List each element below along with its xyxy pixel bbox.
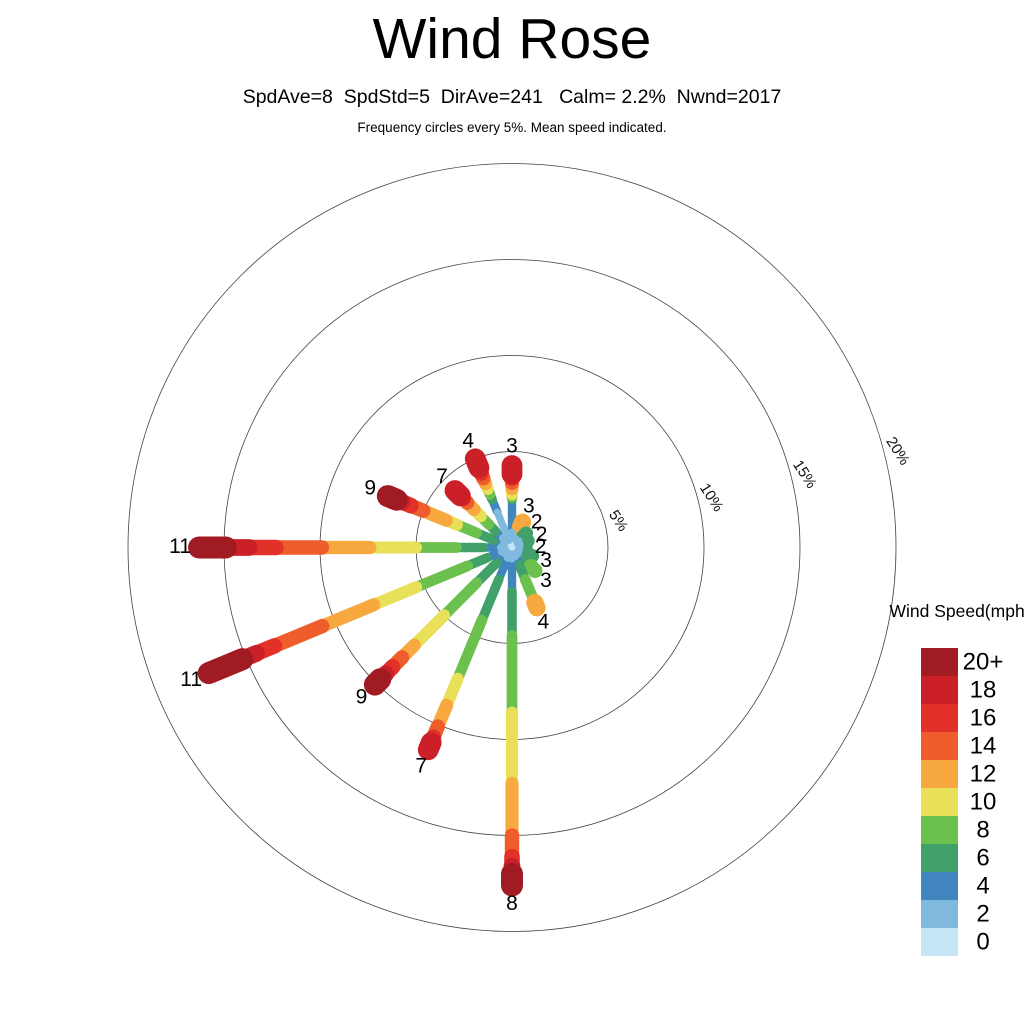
spoke-segment-speed-10	[367, 581, 423, 611]
legend-label-0: 0	[976, 929, 989, 956]
ring-label-5%: 5%	[605, 507, 631, 534]
mean-speed-label-NNW: 4	[462, 429, 474, 452]
legend-label-10: 10	[970, 789, 997, 816]
legend-label-12: 12	[970, 761, 997, 788]
legend-swatch-18	[921, 676, 958, 704]
legend-label-16: 16	[970, 705, 997, 732]
spoke-SSW	[417, 544, 515, 761]
mean-speed-label-SSW: 7	[415, 754, 427, 777]
mean-speed-label-N: 3	[506, 435, 518, 458]
mean-speed-label-S: 8	[506, 892, 518, 915]
spoke-segment-speed-18	[464, 448, 490, 479]
mean-speed-label-NW: 7	[436, 465, 448, 488]
spoke-segment-speed-14	[267, 618, 330, 654]
frequency-ring-20%	[127, 163, 897, 932]
mean-speed-label-SSE: 4	[537, 611, 549, 634]
mean-speed-label-SE: 3	[540, 569, 552, 592]
legend-swatch-2	[921, 900, 958, 928]
legend-swatch-12	[921, 760, 958, 788]
legend-swatch-4	[921, 872, 958, 900]
legend-swatch-20+	[921, 648, 958, 676]
legend-swatch-16	[921, 704, 958, 732]
legend-swatch-14	[921, 732, 958, 760]
legend-label-20+: 20+	[963, 649, 1004, 676]
legend-label-8: 8	[976, 817, 989, 844]
legend-swatch-6	[921, 844, 958, 872]
mean-speed-label-NE: 2	[531, 510, 543, 533]
mean-speed-label-WNW: 9	[364, 476, 376, 499]
spoke-segment-speed-8	[452, 614, 488, 685]
legend-label-18: 18	[970, 677, 997, 704]
mean-speed-label-WSW: 11	[180, 668, 202, 691]
spoke-segment-speed-20+	[363, 668, 392, 696]
spoke-segment-speed-18	[417, 732, 442, 761]
mean-speed-label-E: 2	[535, 535, 547, 558]
legend-label-2: 2	[976, 901, 989, 928]
page-title: Wind Rose	[372, 7, 652, 71]
mean-speed-label-NNE: 3	[523, 494, 535, 517]
stats-subtitle: SpdAve=8 SpdStd=5 DirAve=241 Calm= 2.2% …	[242, 86, 782, 108]
spoke-segment-speed-18	[444, 480, 471, 507]
spoke-segment-speed-2	[493, 508, 513, 545]
mean-speed-label-W: 11	[169, 535, 191, 558]
legend-label-4: 4	[976, 873, 989, 900]
legend-swatch-10	[921, 788, 958, 816]
spoke-segment-speed-12	[511, 513, 532, 537]
mean-speed-label-ESE: 3	[540, 549, 552, 572]
legend-title: Wind Speed(mph)	[889, 601, 1024, 621]
spoke-segment-speed-8	[410, 560, 474, 593]
spoke-segment-speed-6	[517, 545, 540, 563]
spoke-segment-speed-12	[315, 598, 381, 633]
spoke-NW	[444, 480, 515, 551]
chart-caption: Frequency circles every 5%. Mean speed i…	[357, 120, 667, 135]
spoke-segment-speed-8	[523, 559, 543, 578]
mean-speed-label-ENE: 2	[536, 523, 548, 546]
legend-swatch-0	[921, 928, 958, 956]
spoke-segment-speed-6	[477, 574, 504, 626]
spoke-segment-speed-20+	[197, 648, 254, 685]
spoke-SSE	[509, 544, 546, 617]
legend-label-14: 14	[970, 733, 997, 760]
legend-swatch-8	[921, 816, 958, 844]
spoke-segment-speed-8	[438, 577, 483, 621]
spoke-segment-speed-12	[526, 593, 546, 617]
legend	[921, 648, 958, 956]
spoke-segment-speed-10	[408, 609, 451, 652]
spoke-SW	[363, 544, 515, 696]
legend-label-6: 6	[976, 845, 989, 872]
mean-speed-label-SW: 9	[356, 686, 368, 709]
spoke-segment-speed-20+	[376, 485, 408, 511]
